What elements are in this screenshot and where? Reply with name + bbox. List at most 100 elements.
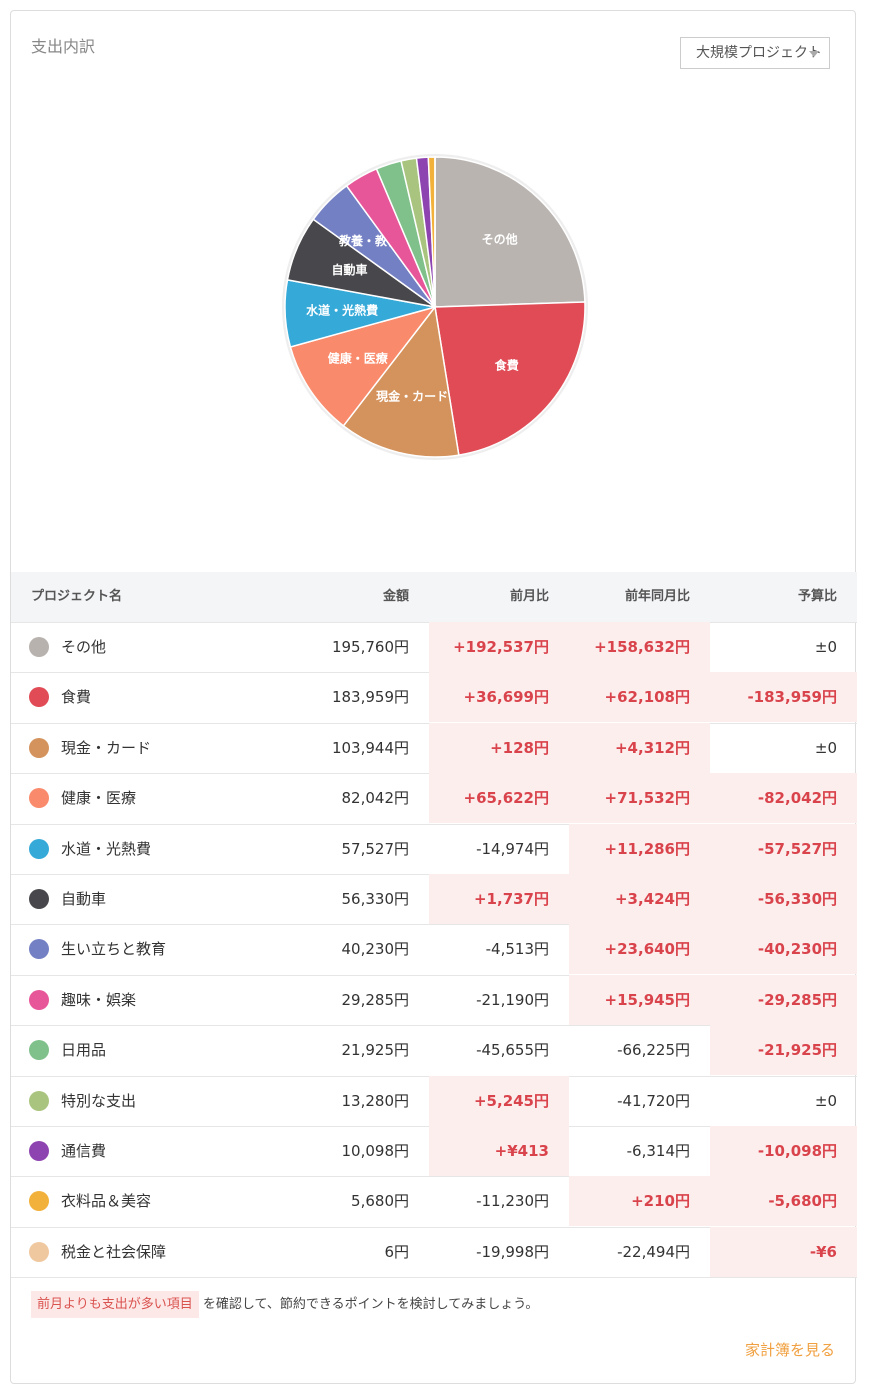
project-dropdown[interactable]: 大規模プロジェクト	[680, 37, 830, 69]
amount-cell: +15,945円	[569, 974, 710, 1025]
row-border	[11, 974, 857, 976]
slice-label: 現金・カード	[376, 389, 448, 404]
slice-label: 健康・医療	[328, 350, 388, 365]
amount-cell: -10,098円	[710, 1126, 857, 1176]
category-name: 特別な支出	[61, 1091, 137, 1110]
amount-cell: ±0	[814, 638, 837, 656]
amount-cell: +62,108円	[569, 672, 710, 723]
amount-cell: -5,680円	[710, 1176, 857, 1227]
amount-cell: 13,280円	[341, 1091, 410, 1110]
amount-cell: +210円	[569, 1176, 710, 1227]
amount-cell: +11,286円	[569, 823, 710, 874]
category-icon	[29, 1141, 49, 1161]
amount-cell: +23,640円	[569, 924, 710, 975]
category-icon	[29, 939, 49, 960]
category-name: 水道・光熱費	[61, 839, 152, 858]
amount-cell: ±0	[814, 738, 837, 757]
slice-label: 食費	[494, 358, 519, 373]
column-header: 前年同月比	[624, 589, 690, 604]
amount-cell: -21,190円	[476, 990, 549, 1009]
category-icon	[29, 1040, 49, 1061]
amount-cell: +¥413	[429, 1126, 569, 1176]
category-icon	[29, 1090, 49, 1111]
table-header-bg	[11, 572, 857, 622]
amount-cell: 29,285円	[341, 990, 410, 1009]
amount-cell: -57,527円	[710, 823, 857, 874]
amount-cell: -56,330円	[710, 874, 857, 924]
amount-cell: -¥6	[710, 1226, 857, 1277]
category-icon	[29, 838, 49, 859]
row-border	[11, 1226, 857, 1228]
amount-cell: 195,760円	[331, 638, 409, 656]
amount-cell: 183,959円	[331, 688, 409, 707]
row-border	[11, 1176, 857, 1178]
card-title: 支出内訳	[31, 37, 96, 56]
slice-label: 水道・光熱費	[306, 303, 378, 318]
amount-cell: -4,513円	[485, 940, 549, 959]
household-book-link[interactable]: 家計簿を見る	[744, 1341, 835, 1359]
amount-cell: +4,312円	[569, 722, 710, 773]
category-name: 食費	[61, 688, 92, 707]
amount-cell: 40,230円	[341, 940, 410, 959]
amount-cell: 82,042円	[341, 789, 410, 808]
amount-cell: +3,424円	[569, 874, 710, 924]
amount-cell: -41,720円	[617, 1091, 690, 1110]
amount-cell: 21,925円	[341, 1041, 410, 1060]
category-icon	[29, 1191, 49, 1212]
column-header: 予算比	[797, 589, 837, 604]
category-name: 趣味・娯楽	[61, 990, 137, 1009]
note-text: を確認して、節約できるポイントを検討してみましょう。	[202, 1297, 539, 1312]
amount-cell: 6円	[384, 1242, 409, 1261]
slice-label: 自動車	[331, 262, 367, 277]
category-name: 健康・医療	[61, 789, 137, 808]
amount-cell: +5,245円	[429, 1075, 569, 1126]
amount-cell: 56,330円	[341, 890, 410, 908]
category-name: 税金と社会保障	[61, 1242, 167, 1261]
category-icon	[29, 687, 49, 708]
category-name: 通信費	[61, 1142, 107, 1160]
category-name: 日用品	[61, 1041, 107, 1060]
amount-cell: -19,998円	[476, 1242, 549, 1261]
amount-cell: 103,944円	[331, 738, 409, 757]
amount-cell: 5,680円	[351, 1192, 409, 1211]
amount-cell: -29,285円	[710, 974, 857, 1025]
highlight-text: 前月よりも支出が多い項目	[31, 1291, 199, 1318]
amount-cell: -22,494円	[617, 1242, 690, 1261]
amount-cell: ±0	[814, 1091, 837, 1110]
amount-cell: -11,230円	[476, 1192, 549, 1211]
amount-cell: -183,959円	[710, 672, 857, 723]
amount-cell: -14,974円	[476, 839, 549, 858]
amount-cell: +1,737円	[429, 874, 569, 924]
row-border	[11, 924, 857, 926]
amount-cell: -45,655円	[476, 1041, 549, 1060]
column-header: プロジェクト名	[31, 589, 123, 604]
amount-cell: +36,699円	[429, 672, 569, 723]
amount-cell: -21,925円	[710, 1025, 857, 1076]
category-icon	[29, 637, 49, 657]
amount-cell: +128円	[429, 722, 569, 773]
column-header: 金額	[382, 589, 409, 604]
row-border	[11, 823, 857, 825]
amount-cell: +71,532円	[569, 773, 710, 824]
footer-note: 前月よりも支出が多い項目 を確認して、節約できるポイントを検討してみましょう。	[31, 1291, 539, 1318]
category-icon	[29, 989, 49, 1010]
amount-cell: -82,042円	[710, 773, 857, 824]
category-name: 現金・カード	[61, 738, 152, 757]
amount-cell: +192,537円	[429, 622, 569, 672]
amount-cell: -66,225円	[617, 1041, 690, 1060]
category-name: その他	[61, 638, 107, 656]
amount-cell: 57,527円	[341, 839, 410, 858]
pie-slice	[434, 156, 586, 308]
amount-cell: -6,314円	[626, 1142, 690, 1160]
pie-slice	[342, 305, 460, 458]
amount-cell: +65,622円	[429, 773, 569, 824]
category-icon	[29, 889, 49, 909]
pie-slice	[289, 305, 437, 427]
slice-label: その他	[482, 232, 518, 247]
amount-cell: -40,230円	[710, 924, 857, 975]
category-icon	[29, 788, 49, 809]
pie-slice	[434, 301, 586, 456]
table-bottom-border	[11, 1277, 857, 1279]
row-border	[11, 1025, 857, 1027]
